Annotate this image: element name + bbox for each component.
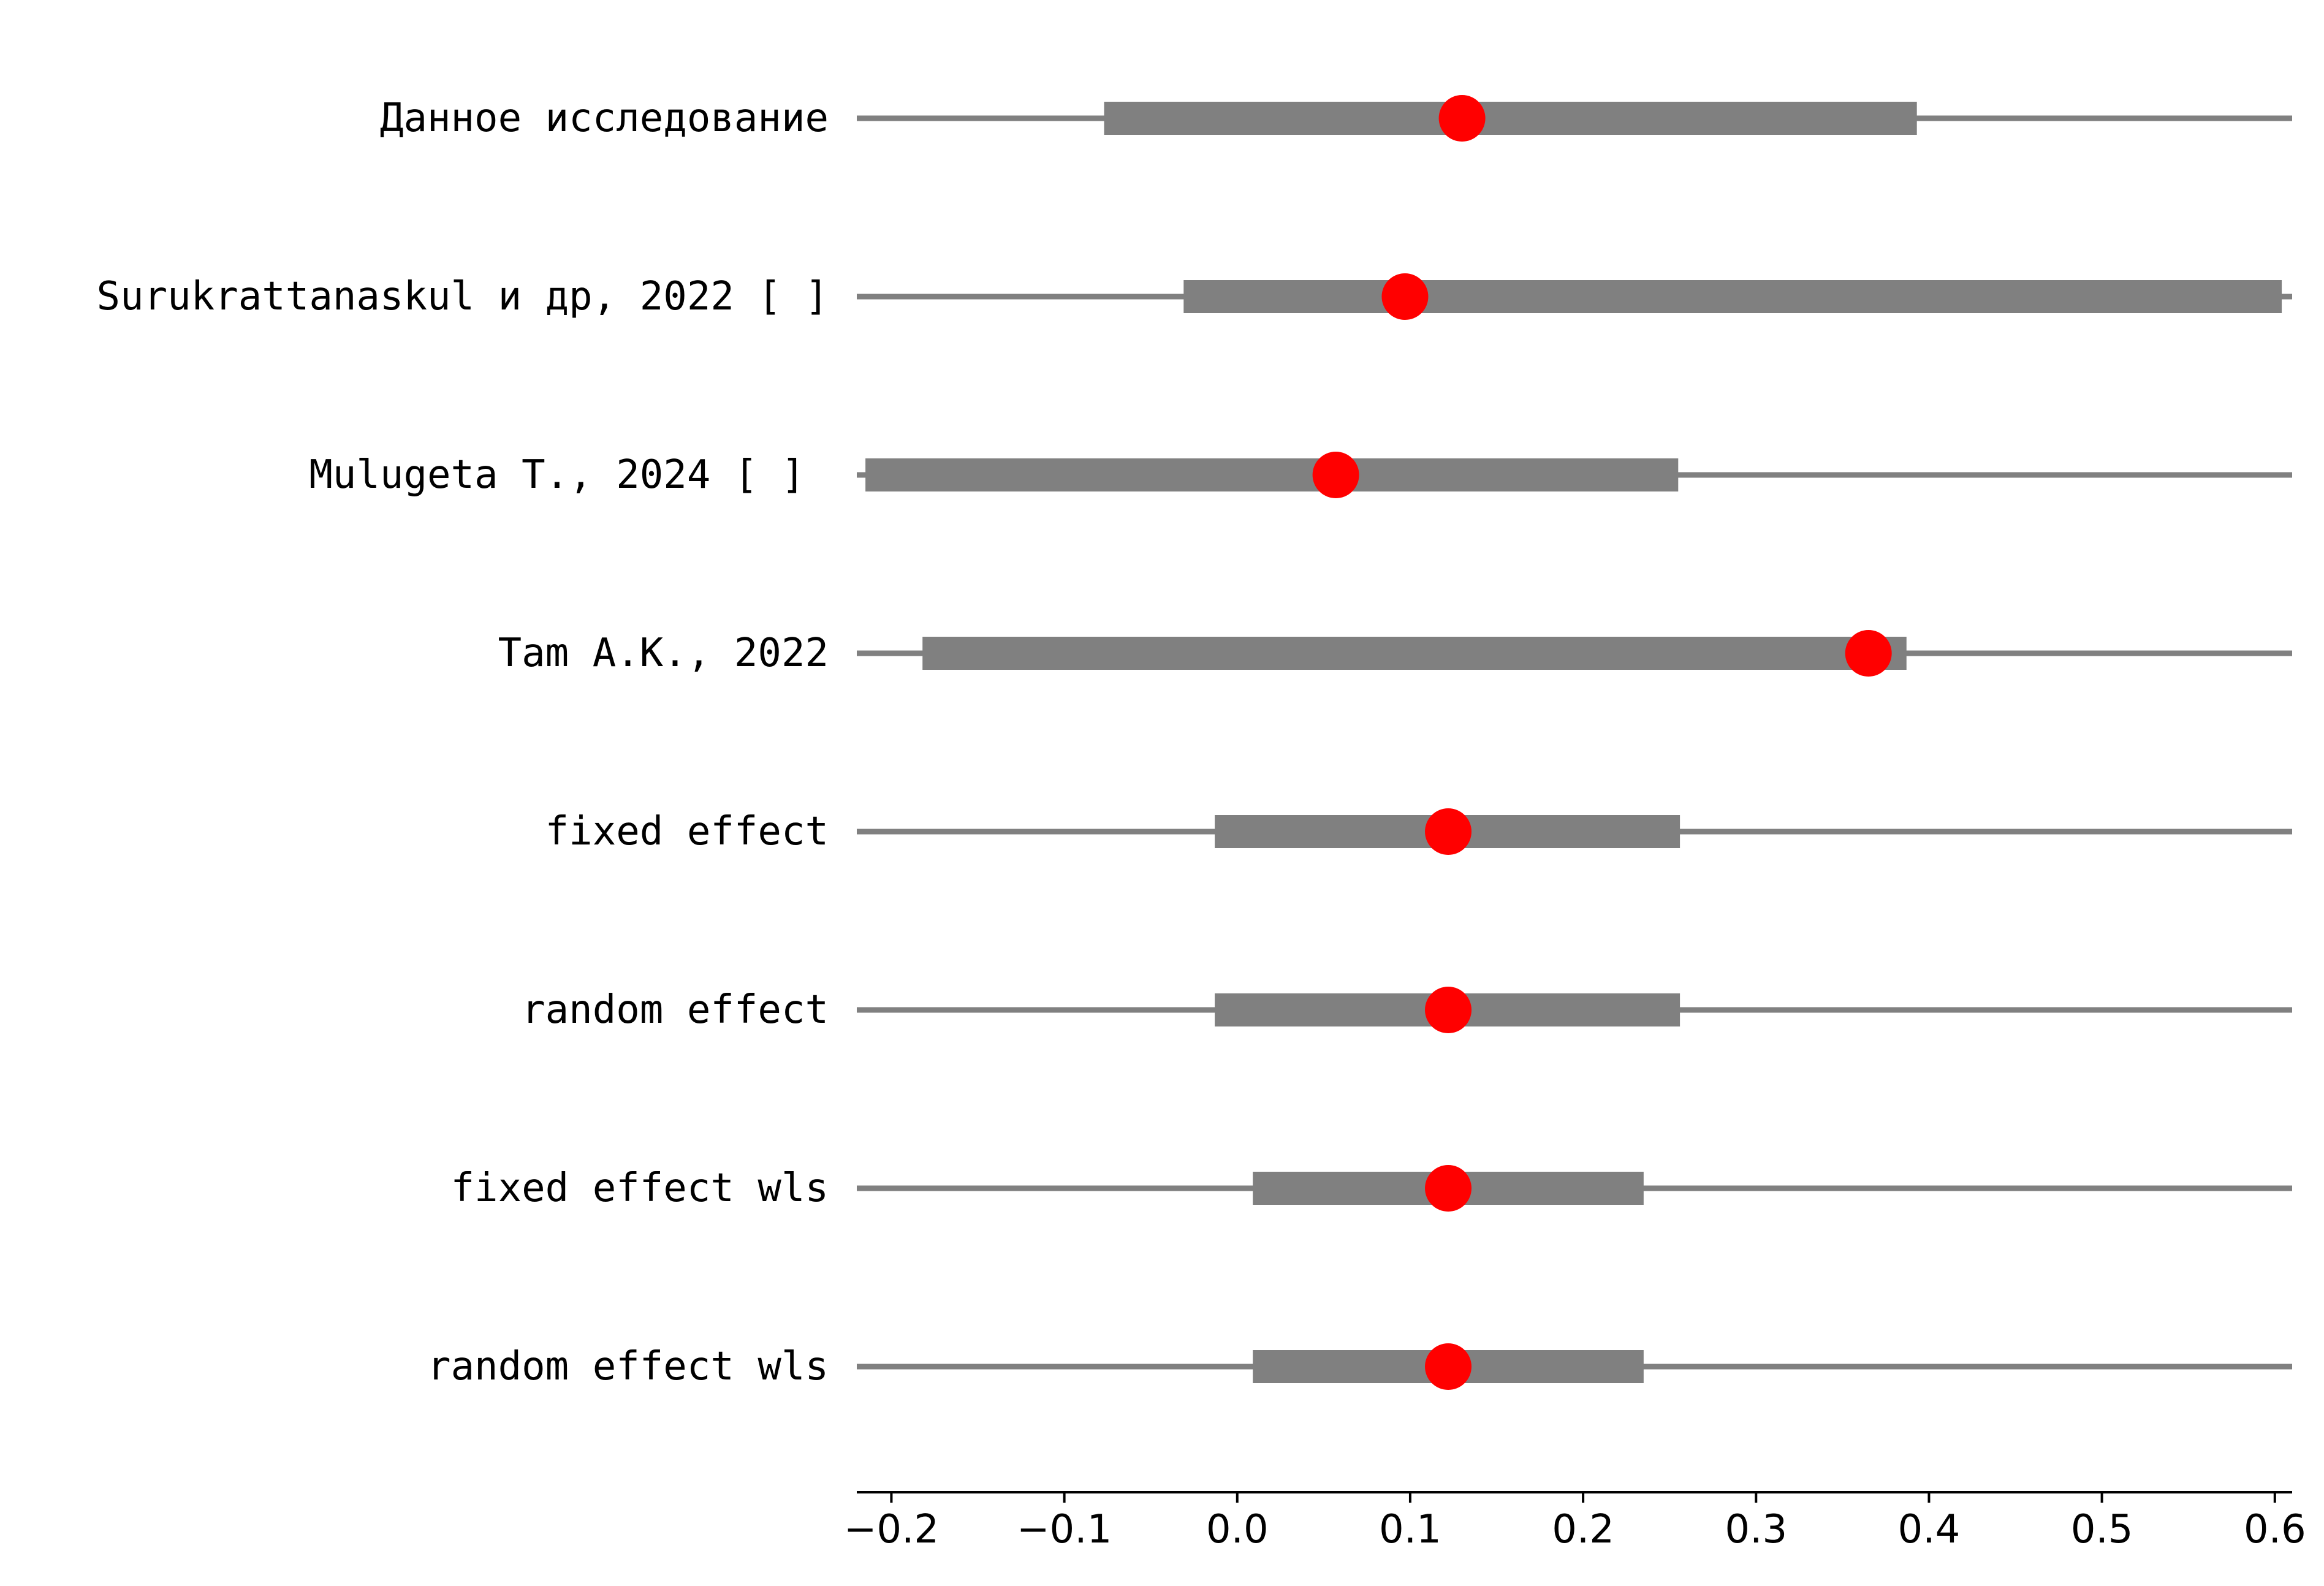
row-label: random effect wls <box>427 1344 829 1389</box>
x-tick-label: 0.0 <box>1206 1507 1269 1552</box>
estimate-point <box>1845 630 1892 677</box>
row-label: Surukrattanaskul и др, 2022 [ ] <box>97 274 829 319</box>
x-tick-label: 0.3 <box>1725 1507 1787 1552</box>
row-label: Mulugeta T., 2024 [ ] <box>309 452 829 498</box>
forest-row: Данное исследование <box>380 95 2292 142</box>
rows-layer: Данное исследование Surukrattanaskul и др… <box>97 95 2292 1390</box>
estimate-point <box>1425 1165 1472 1212</box>
row-label: fixed effect wls <box>451 1166 829 1211</box>
x-tick-label: −0.1 <box>1017 1507 1112 1552</box>
estimate-point <box>1312 452 1359 498</box>
x-tick-label: 0.6 <box>2244 1507 2306 1552</box>
forest-row: Tam A.K., 2022 <box>498 630 2292 677</box>
x-tick-label: 0.4 <box>1898 1507 1961 1552</box>
estimate-point <box>1425 987 1472 1033</box>
forest-row: random effect wls <box>427 1343 2292 1390</box>
x-tick-label: 0.1 <box>1379 1507 1441 1552</box>
forest-row: random effect <box>522 987 2292 1033</box>
row-label: fixed effect <box>545 809 829 854</box>
forest-row: fixed effect wls <box>451 1165 2292 1212</box>
estimate-point <box>1438 95 1486 142</box>
x-tick-label: 0.2 <box>1552 1507 1614 1552</box>
row-label: random effect <box>522 987 829 1033</box>
forest-row: fixed effect <box>545 808 2292 855</box>
x-tick-label: −0.2 <box>844 1507 939 1552</box>
estimate-point <box>1381 273 1429 320</box>
x-tick-label: 0.5 <box>2071 1507 2133 1552</box>
estimate-point <box>1425 808 1472 855</box>
forest-row: Surukrattanaskul и др, 2022 [ ] <box>97 273 2292 320</box>
row-label: Данное исследование <box>380 96 829 141</box>
x-axis: −0.2 −0.1 0.0 0.1 0.2 0.3 0.4 0.5 0.6 <box>844 1491 2306 1552</box>
estimate-point <box>1425 1343 1472 1390</box>
forest-row: Mulugeta T., 2024 [ ] <box>309 452 2292 498</box>
row-label: Tam A.K., 2022 <box>498 631 829 676</box>
